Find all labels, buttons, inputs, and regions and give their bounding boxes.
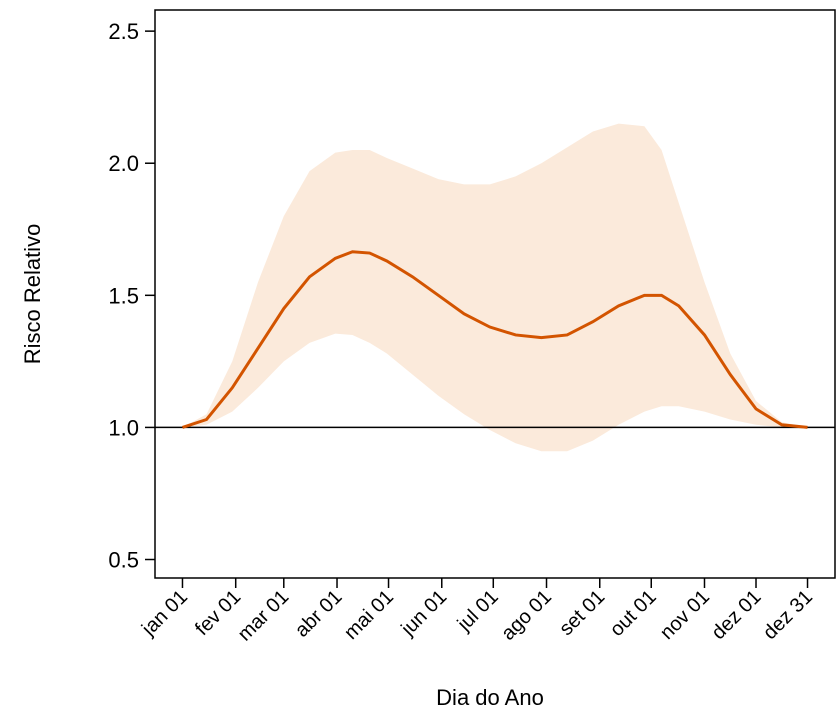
x-tick-label: dez 31 — [759, 586, 817, 644]
confidence-band — [182, 123, 808, 452]
line — [182, 250, 808, 429]
y-tick-label: 2.5 — [108, 19, 139, 44]
x-tick-label: out 01 — [606, 586, 661, 641]
x-tick-label: mar 01 — [234, 586, 294, 646]
y-tick-label: 0.5 — [108, 548, 139, 573]
plot-frame — [154, 9, 836, 579]
x-tick-label: ago 01 — [497, 586, 556, 645]
y-axis-label: Risco Relativo — [20, 224, 45, 365]
x-tick-label: nov 01 — [656, 586, 714, 644]
y-tick-label: 2.0 — [108, 151, 139, 176]
y-tick-label: 1.5 — [108, 283, 139, 308]
x-tick-label: set 01 — [555, 586, 609, 640]
x-tick-label: jan 01 — [137, 586, 192, 641]
x-tick-label: abr 01 — [291, 586, 347, 642]
x-tick-label: jul 01 — [453, 586, 503, 636]
x-tick-label: jun 01 — [397, 586, 452, 641]
y-tick-label: 1.0 — [108, 415, 139, 440]
x-tick-label: mai 01 — [340, 586, 398, 644]
x-tick-label: dez 01 — [708, 586, 766, 644]
x-axis-label: Dia do Ano — [436, 685, 544, 710]
